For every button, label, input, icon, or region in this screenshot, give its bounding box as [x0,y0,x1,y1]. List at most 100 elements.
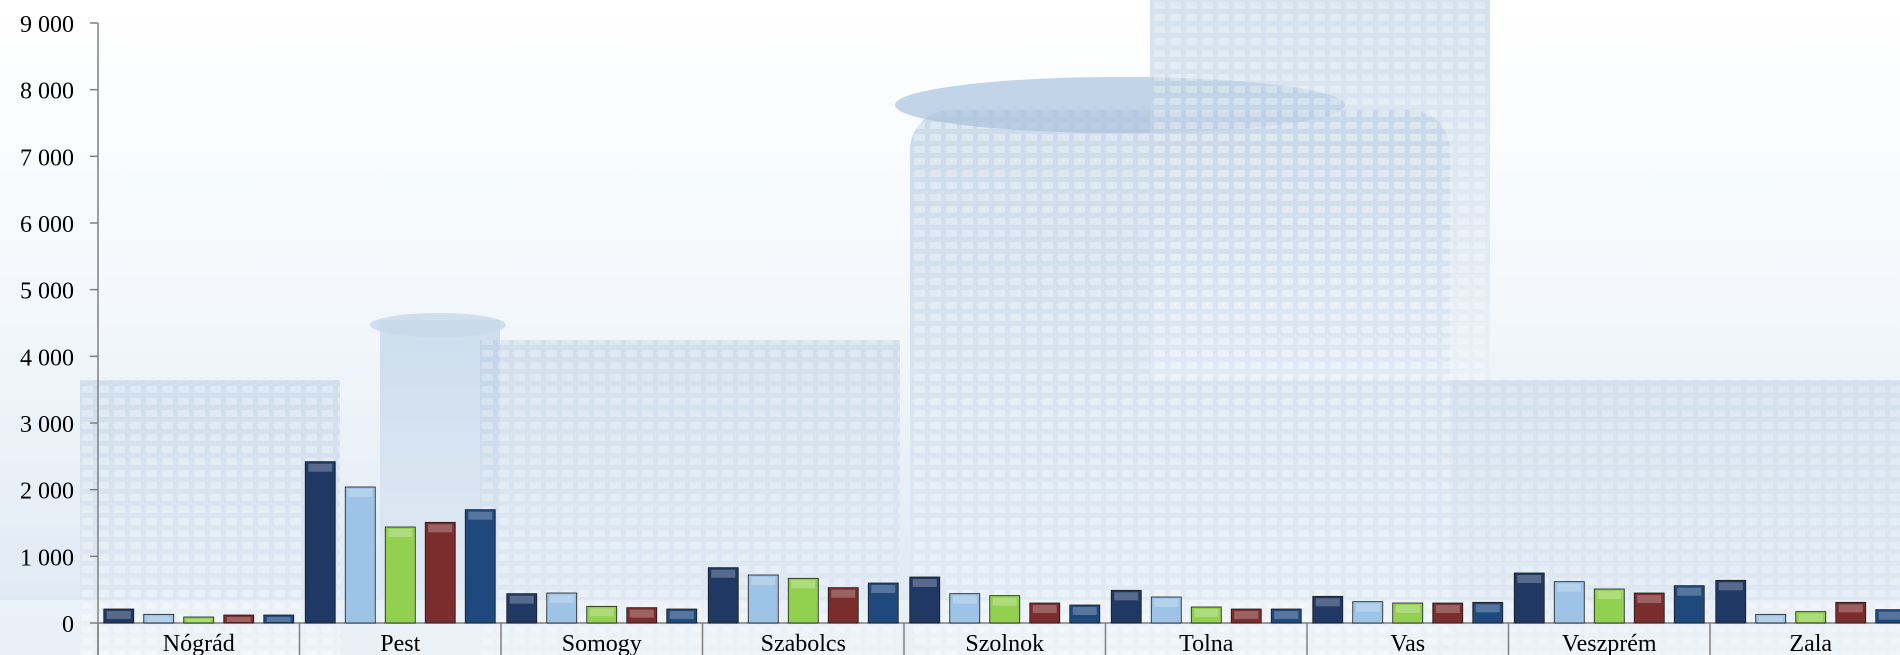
bars [103,461,1900,624]
bar-somogy-s5 [666,608,698,624]
bar-highlight [791,580,816,589]
bar-vas-s5 [1472,601,1504,624]
bar-szabolcs-s3 [787,577,819,624]
y-tick-label: 4 000 [20,345,74,371]
bar-tolna-s4 [1230,608,1262,624]
bar-highlight [831,589,856,598]
bar-highlight [509,595,534,604]
x-tick-label: Pest [380,631,420,655]
x-tick-label: Nógrád [163,631,235,655]
bar-highlight [589,608,614,617]
bar-vas-s1 [1312,595,1344,624]
bar-highlight [1637,595,1662,603]
bar-veszprém-s5 [1673,585,1705,624]
bar-veszprém-s2 [1553,581,1585,624]
bar-somogy-s3 [586,605,618,624]
bar-szabolcs-s4 [827,587,859,624]
bar-highlight [992,597,1017,606]
bar-highlight [186,619,211,622]
y-tick-label: 1 000 [20,545,74,571]
bar-highlight [1274,611,1299,619]
bar-highlight [1154,599,1179,607]
bar-highlight [1517,575,1542,583]
bar-nógrád-s1 [103,608,135,624]
bar-szolnok-s3 [989,595,1021,624]
bar-szabolcs-s5 [867,582,899,624]
bar-highlight [549,595,574,603]
bar-highlight [1395,605,1420,613]
bar-veszprém-s3 [1593,588,1625,624]
bar-highlight [952,595,977,604]
bar-vas-s4 [1432,602,1464,624]
y-tick-label: 6 000 [20,212,74,238]
bar-highlight [1194,609,1219,617]
y-axis: 0 1 000 2 000 3 000 4 000 5 000 6 000 7 000 8 00… [20,12,99,655]
bar-highlight [1072,607,1097,615]
y-tick-label: 9 000 [20,12,74,38]
bar-pest-s3 [384,526,416,624]
bar-highlight [1798,613,1823,622]
bar-highlight [1597,591,1622,599]
bar-veszprém-s1 [1513,572,1545,624]
bar-highlight [226,617,251,622]
x-tick-label: Vas [1390,631,1425,655]
bar-highlight [912,579,937,587]
bar-szolnok-s2 [949,593,981,624]
y-tick-label: 8 000 [20,79,74,105]
bar-highlight [629,609,654,618]
bar-somogy-s4 [626,607,658,624]
bar-highlight [266,617,291,622]
bar-pest-s5 [464,509,496,624]
bar-nógrád-s3 [183,616,215,624]
bar-nógrád-s2 [143,613,175,624]
bar-veszprém-s4 [1633,592,1665,624]
bar-highlight [468,511,493,520]
bar-highlight [1475,604,1500,613]
bar-vas-s3 [1392,602,1424,624]
bar-tolna-s3 [1190,606,1222,624]
bar-highlight [871,585,896,593]
bar-zala-s4 [1835,601,1867,624]
y-tick-label: 2 000 [20,479,74,505]
bar-szolnok-s5 [1069,604,1101,624]
x-tick-label: Szabolcs [761,631,846,655]
bar-highlight [308,463,333,472]
bar-highlight [1677,587,1702,596]
x-tick-label: Szolnok [965,631,1044,655]
x-tick-label: Zala [1789,631,1832,655]
bar-highlight [1114,592,1139,601]
bar-highlight [1032,605,1057,613]
x-tick-label: Tolna [1179,631,1234,655]
bar-highlight [711,569,736,578]
bar-highlight [106,611,131,619]
bar-szabolcs-s1 [707,567,739,624]
bar-tolna-s5 [1270,608,1302,624]
bar-pest-s2 [344,486,376,624]
y-tick-label: 3 000 [20,412,74,438]
bar-highlight [751,577,776,585]
bar-highlight [146,616,171,622]
bar-somogy-s1 [506,593,538,624]
bar-zala-s3 [1795,611,1827,624]
bar-highlight [1315,598,1340,607]
bar-somogy-s2 [546,592,578,624]
bar-szolnok-s4 [1029,602,1061,624]
bar-tolna-s2 [1150,596,1182,624]
bar-szabolcs-s2 [747,574,779,624]
bar-highlight [1878,611,1900,620]
x-tick-label: Veszprém [1562,631,1657,655]
bar-nógrád-s5 [263,614,295,624]
bar-zala-s1 [1715,579,1747,624]
y-tick-label: 7 000 [20,145,74,171]
bar-highlight [1234,611,1259,619]
bar-highlight [1758,616,1783,622]
bar-highlight [1718,582,1743,591]
bar-tolna-s1 [1110,589,1142,624]
bar-highlight [669,611,694,619]
y-tick-label: 0 [62,612,74,638]
y-tick-label: 5 000 [20,279,74,305]
bar-highlight [1838,604,1863,613]
bar-zala-s2 [1755,613,1787,624]
bar-highlight [1435,605,1460,613]
